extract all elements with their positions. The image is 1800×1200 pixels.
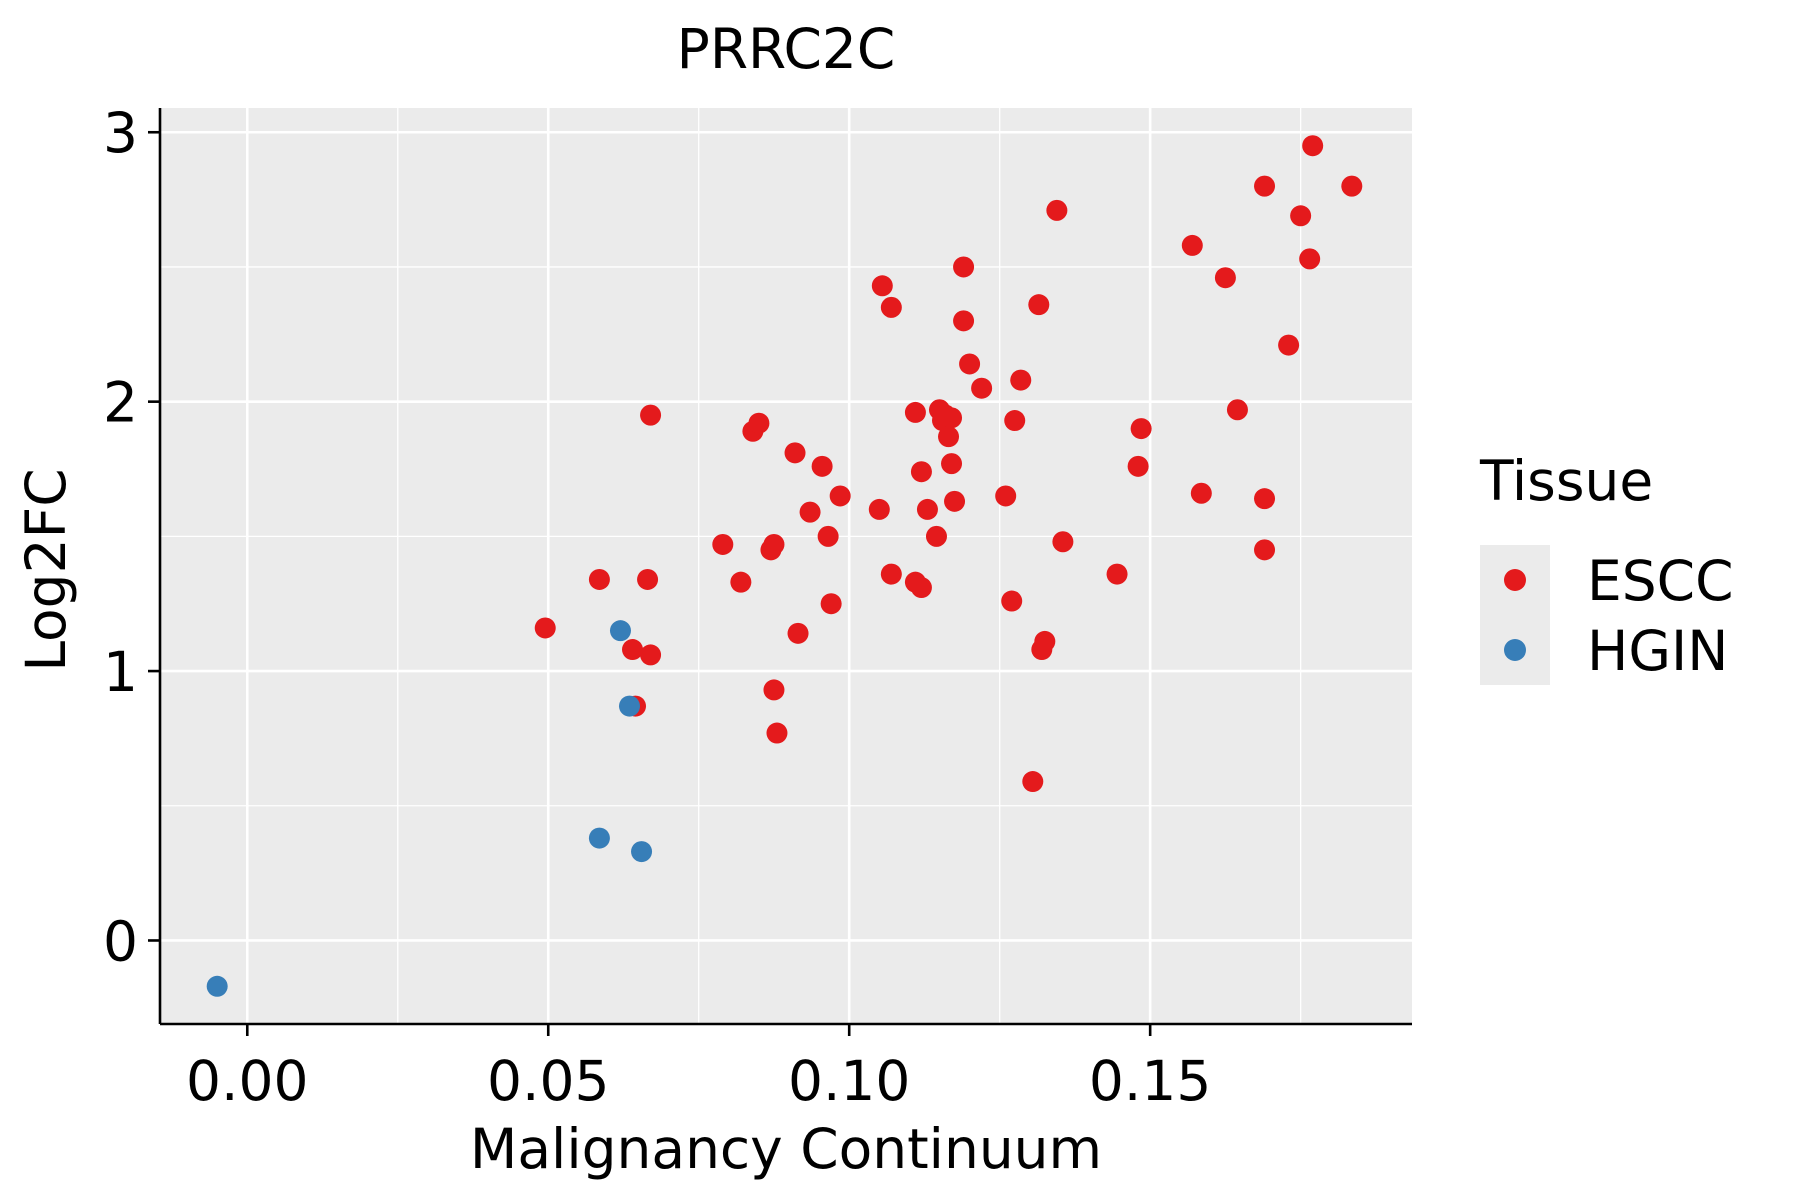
- data-point-escc: [1302, 135, 1324, 157]
- data-point-escc: [995, 485, 1017, 507]
- data-point-escc: [787, 622, 809, 644]
- plot-panel: [160, 108, 1412, 1024]
- x-axis-title: Malignancy Continuum: [470, 1117, 1102, 1181]
- data-point-escc: [880, 563, 902, 585]
- legend-key-background: [1480, 545, 1550, 685]
- y-tick-label: 3: [103, 101, 138, 165]
- data-point-escc: [1278, 334, 1300, 356]
- data-point-hgin: [619, 695, 640, 717]
- legend-label-escc: ESCC: [1587, 549, 1733, 613]
- data-point-hgin: [631, 841, 653, 863]
- data-point-escc: [1001, 590, 1023, 612]
- data-point-escc: [1299, 248, 1321, 270]
- data-point-escc: [1181, 234, 1203, 256]
- legend-title: Tissue: [1479, 449, 1653, 513]
- data-point-escc: [959, 353, 981, 375]
- data-point-escc: [799, 501, 821, 523]
- data-point-escc: [880, 296, 902, 318]
- data-point-escc: [820, 593, 842, 615]
- data-point-escc: [1214, 267, 1236, 289]
- data-point-escc: [1046, 199, 1068, 221]
- data-point-hgin: [206, 975, 228, 997]
- data-point-escc: [1004, 410, 1026, 432]
- data-point-escc: [925, 525, 947, 547]
- data-point-escc: [730, 571, 752, 593]
- data-point-escc: [748, 412, 770, 434]
- data-point-escc: [712, 533, 734, 555]
- y-tick-label: 0: [103, 909, 138, 973]
- data-point-escc: [941, 453, 963, 475]
- data-point-escc: [941, 407, 963, 429]
- data-point-escc: [1022, 771, 1044, 793]
- data-point-escc: [640, 404, 662, 426]
- data-point-escc: [1127, 455, 1149, 477]
- data-point-escc: [1130, 418, 1152, 440]
- tick-labels: 0.00 0.05 0.10 0.15 0 1 2 3: [103, 101, 1211, 1113]
- data-point-escc: [817, 525, 839, 547]
- data-point-escc: [971, 377, 993, 399]
- legend-key-escc: [1504, 569, 1526, 591]
- data-point-escc: [910, 461, 932, 483]
- data-point-hgin: [609, 620, 631, 642]
- data-point-escc: [871, 275, 893, 297]
- y-axis-title: Log2FC: [14, 468, 78, 671]
- data-point-escc: [1290, 205, 1312, 227]
- x-tick-label: 0.10: [788, 1049, 910, 1113]
- data-point-escc: [904, 401, 926, 423]
- legend-key-hgin: [1504, 639, 1526, 661]
- data-point-escc: [622, 639, 644, 661]
- data-point-escc: [588, 568, 610, 590]
- data-point-escc: [938, 426, 960, 448]
- x-tick-label: 0.00: [186, 1049, 308, 1113]
- data-point-escc: [868, 498, 890, 520]
- data-point-escc: [1254, 539, 1276, 561]
- y-tick-label: 2: [103, 371, 138, 435]
- data-point-escc: [1254, 488, 1276, 510]
- data-point-escc: [637, 568, 659, 590]
- legend-label-hgin: HGIN: [1587, 619, 1728, 683]
- data-point-escc: [829, 485, 851, 507]
- data-point-escc: [534, 617, 556, 639]
- chart-title: PRRC2C: [677, 17, 896, 81]
- data-point-escc: [1190, 482, 1212, 504]
- data-point-escc: [763, 679, 785, 701]
- data-point-escc: [910, 577, 932, 599]
- data-point-escc: [1226, 399, 1248, 421]
- grid-lines: [160, 108, 1412, 1024]
- data-points: [206, 135, 1363, 997]
- data-point-escc: [944, 490, 966, 512]
- data-point-escc: [1028, 294, 1050, 316]
- data-point-escc: [763, 533, 785, 555]
- data-point-escc: [916, 498, 938, 520]
- data-point-escc: [1106, 563, 1128, 585]
- data-point-escc: [1010, 369, 1032, 391]
- axes: [148, 108, 1412, 1036]
- data-point-escc: [784, 442, 806, 464]
- data-point-escc: [953, 256, 975, 278]
- x-tick-label: 0.15: [1089, 1049, 1211, 1113]
- data-point-escc: [1254, 175, 1276, 197]
- data-point-escc: [640, 644, 662, 666]
- data-point-escc: [1052, 531, 1074, 553]
- data-point-hgin: [588, 827, 610, 849]
- data-point-escc: [953, 310, 975, 332]
- x-tick-label: 0.05: [487, 1049, 609, 1113]
- data-point-escc: [1341, 175, 1363, 197]
- data-point-escc: [1034, 630, 1056, 652]
- data-point-escc: [766, 722, 788, 744]
- data-point-escc: [811, 455, 833, 477]
- panel-background: [160, 108, 1412, 1024]
- y-tick-label: 1: [103, 640, 138, 704]
